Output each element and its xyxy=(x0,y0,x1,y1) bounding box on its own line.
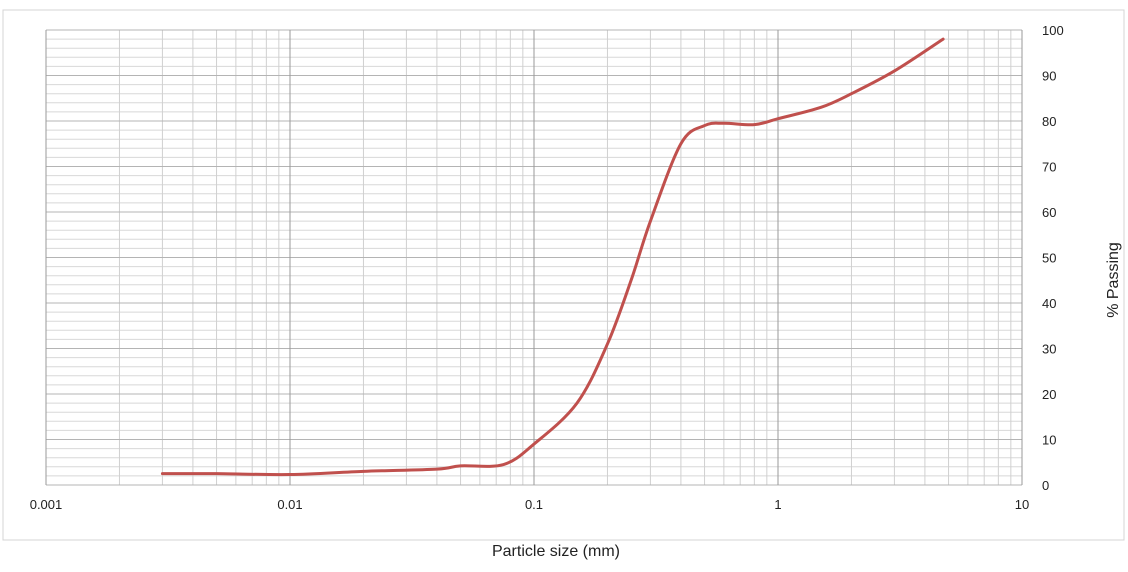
data-point xyxy=(679,142,683,146)
x-tick-label: 10 xyxy=(1015,497,1029,512)
data-point xyxy=(849,92,853,96)
y-tick-label: 30 xyxy=(1042,342,1056,357)
data-point xyxy=(501,462,505,466)
x-tick-label: 1 xyxy=(774,497,781,512)
data-point xyxy=(702,123,706,127)
data-point xyxy=(648,219,652,223)
data-point xyxy=(160,471,164,475)
data-point xyxy=(458,464,462,468)
data-point xyxy=(605,342,609,346)
data-point xyxy=(776,117,780,121)
data-point xyxy=(532,442,536,446)
chart-frame xyxy=(2,9,1125,541)
series-line-0 xyxy=(160,37,945,477)
x-tick-label: 0.01 xyxy=(277,497,302,512)
x-axis-title: Particle size (mm) xyxy=(492,543,620,560)
data-point xyxy=(288,472,292,476)
y-tick-label: 70 xyxy=(1042,160,1056,175)
x-tick-labels: 0.001 0.01 0.1 1 10 xyxy=(30,497,1030,512)
y-tick-label: 0 xyxy=(1042,478,1049,493)
data-point xyxy=(752,122,756,126)
major-gridlines xyxy=(45,29,1023,486)
series-layer xyxy=(160,37,945,477)
data-point xyxy=(941,37,945,41)
x-tick-label: 0.1 xyxy=(525,497,543,512)
data-point xyxy=(892,69,896,73)
data-point xyxy=(575,401,579,405)
y-tick-label: 100 xyxy=(1042,23,1064,38)
data-point xyxy=(435,467,439,471)
data-point xyxy=(722,121,726,125)
data-point xyxy=(361,469,365,473)
x-tick-label: 0.001 xyxy=(30,497,63,512)
y-tick-label: 50 xyxy=(1042,251,1056,266)
y-tick-label: 40 xyxy=(1042,296,1056,311)
data-point xyxy=(819,105,823,109)
y-tick-labels: 0 10 20 30 40 50 60 70 80 90 100 xyxy=(1042,23,1064,493)
y-tick-label: 10 xyxy=(1042,433,1056,448)
data-point xyxy=(214,471,218,475)
y-axis-title: % Passing xyxy=(1105,242,1122,318)
y-tick-label: 20 xyxy=(1042,387,1056,402)
data-point xyxy=(629,278,633,282)
y-tick-label: 60 xyxy=(1042,205,1056,220)
y-tick-label: 90 xyxy=(1042,69,1056,84)
y-tick-label: 80 xyxy=(1042,114,1056,129)
